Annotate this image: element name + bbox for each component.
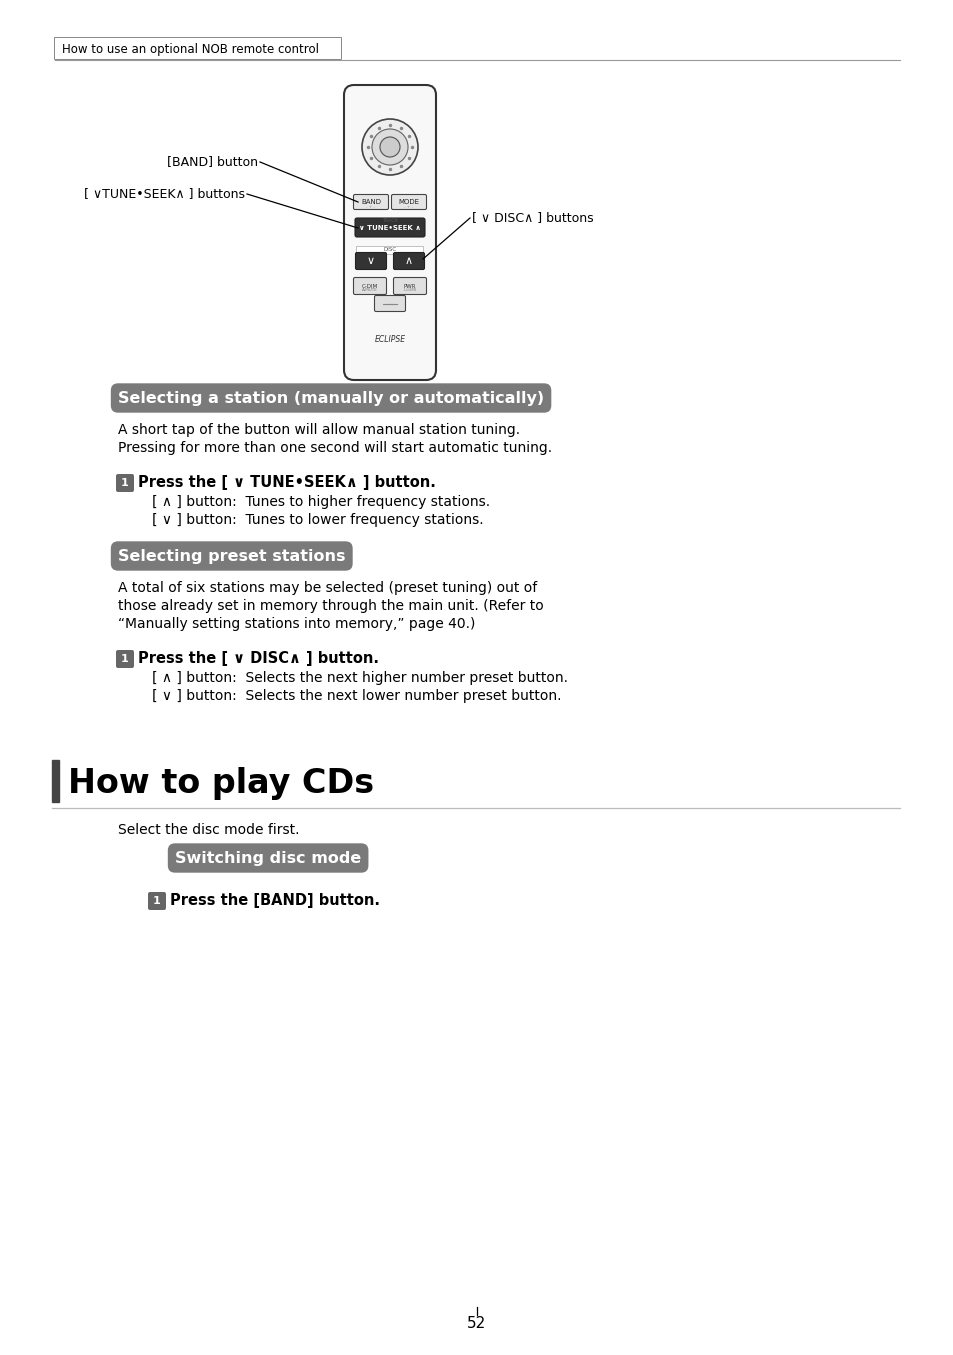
Circle shape [372, 129, 408, 165]
Text: A-MUTE: A-MUTE [362, 289, 377, 291]
Text: Press the [BAND] button.: Press the [BAND] button. [170, 893, 379, 908]
Text: ECLIPSE: ECLIPSE [374, 336, 405, 344]
Text: Press the [ ∨ DISC∧ ] button.: Press the [ ∨ DISC∧ ] button. [138, 652, 378, 667]
Text: DISC: DISC [383, 247, 396, 252]
FancyBboxPatch shape [391, 195, 426, 210]
Bar [52, 760, 59, 802]
Text: Press the [ ∨ TUNE•SEEK∧ ] button.: Press the [ ∨ TUNE•SEEK∧ ] button. [138, 476, 436, 491]
Text: Switching disc mode: Switching disc mode [174, 851, 361, 866]
FancyBboxPatch shape [354, 278, 386, 294]
Text: A short tap of the button will allow manual station tuning.: A short tap of the button will allow man… [118, 423, 519, 438]
Text: 1: 1 [153, 896, 161, 906]
Text: Select the disc mode first.: Select the disc mode first. [118, 822, 299, 837]
Circle shape [379, 137, 399, 157]
Text: TRACK: TRACK [381, 218, 397, 222]
FancyBboxPatch shape [355, 252, 386, 270]
Text: How to play CDs: How to play CDs [68, 767, 374, 799]
Text: Pressing for more than one second will start automatic tuning.: Pressing for more than one second will s… [118, 440, 552, 455]
FancyBboxPatch shape [354, 195, 388, 210]
Text: [ ∧ ] button:  Selects the next higher number preset button.: [ ∧ ] button: Selects the next higher nu… [152, 671, 567, 686]
Text: ILLUMI: ILLUMI [403, 289, 416, 291]
Text: How to use an optional NOB remote control: How to use an optional NOB remote contro… [62, 42, 318, 56]
Text: PWR: PWR [403, 283, 416, 289]
FancyBboxPatch shape [356, 245, 423, 253]
FancyBboxPatch shape [148, 892, 166, 911]
FancyBboxPatch shape [393, 252, 424, 270]
Text: 52: 52 [467, 1316, 486, 1331]
Text: [ ∨TUNE•SEEK∧ ] buttons: [ ∨TUNE•SEEK∧ ] buttons [84, 187, 245, 201]
FancyBboxPatch shape [344, 85, 436, 379]
Text: Selecting a station (manually or automatically): Selecting a station (manually or automat… [118, 390, 543, 405]
Text: [ ∧ ] button:  Tunes to higher frequency stations.: [ ∧ ] button: Tunes to higher frequency … [152, 495, 490, 509]
Text: - + -: - + - [366, 205, 375, 209]
Text: “Manually setting stations into memory,” page 40.): “Manually setting stations into memory,”… [118, 617, 475, 631]
Text: - + -: - + - [404, 205, 413, 209]
Text: ∨ TUNE•SEEK ∧: ∨ TUNE•SEEK ∧ [358, 225, 420, 230]
Text: Selecting preset stations: Selecting preset stations [118, 549, 345, 564]
FancyBboxPatch shape [393, 278, 426, 294]
Text: BAND: BAND [360, 199, 380, 206]
Text: C-DIM: C-DIM [361, 283, 377, 289]
Text: A total of six stations may be selected (preset tuning) out of: A total of six stations may be selected … [118, 581, 537, 595]
Text: [ ∨ ] button:  Tunes to lower frequency stations.: [ ∨ ] button: Tunes to lower frequency s… [152, 514, 483, 527]
FancyBboxPatch shape [355, 218, 424, 237]
FancyBboxPatch shape [375, 295, 405, 312]
Text: [BAND] button: [BAND] button [167, 156, 257, 168]
Circle shape [361, 119, 417, 175]
Text: ∨: ∨ [367, 256, 375, 266]
Text: ∧: ∧ [404, 256, 413, 266]
FancyBboxPatch shape [54, 37, 340, 60]
Text: 1: 1 [121, 654, 129, 664]
Text: [ ∨ ] button:  Selects the next lower number preset button.: [ ∨ ] button: Selects the next lower num… [152, 688, 561, 703]
FancyBboxPatch shape [116, 650, 133, 668]
Text: those already set in memory through the main unit. (Refer to: those already set in memory through the … [118, 599, 543, 612]
Text: MODE: MODE [398, 199, 419, 206]
Text: [ ∨ DISC∧ ] buttons: [ ∨ DISC∧ ] buttons [472, 211, 593, 225]
FancyBboxPatch shape [116, 474, 133, 492]
Text: 1: 1 [121, 478, 129, 488]
